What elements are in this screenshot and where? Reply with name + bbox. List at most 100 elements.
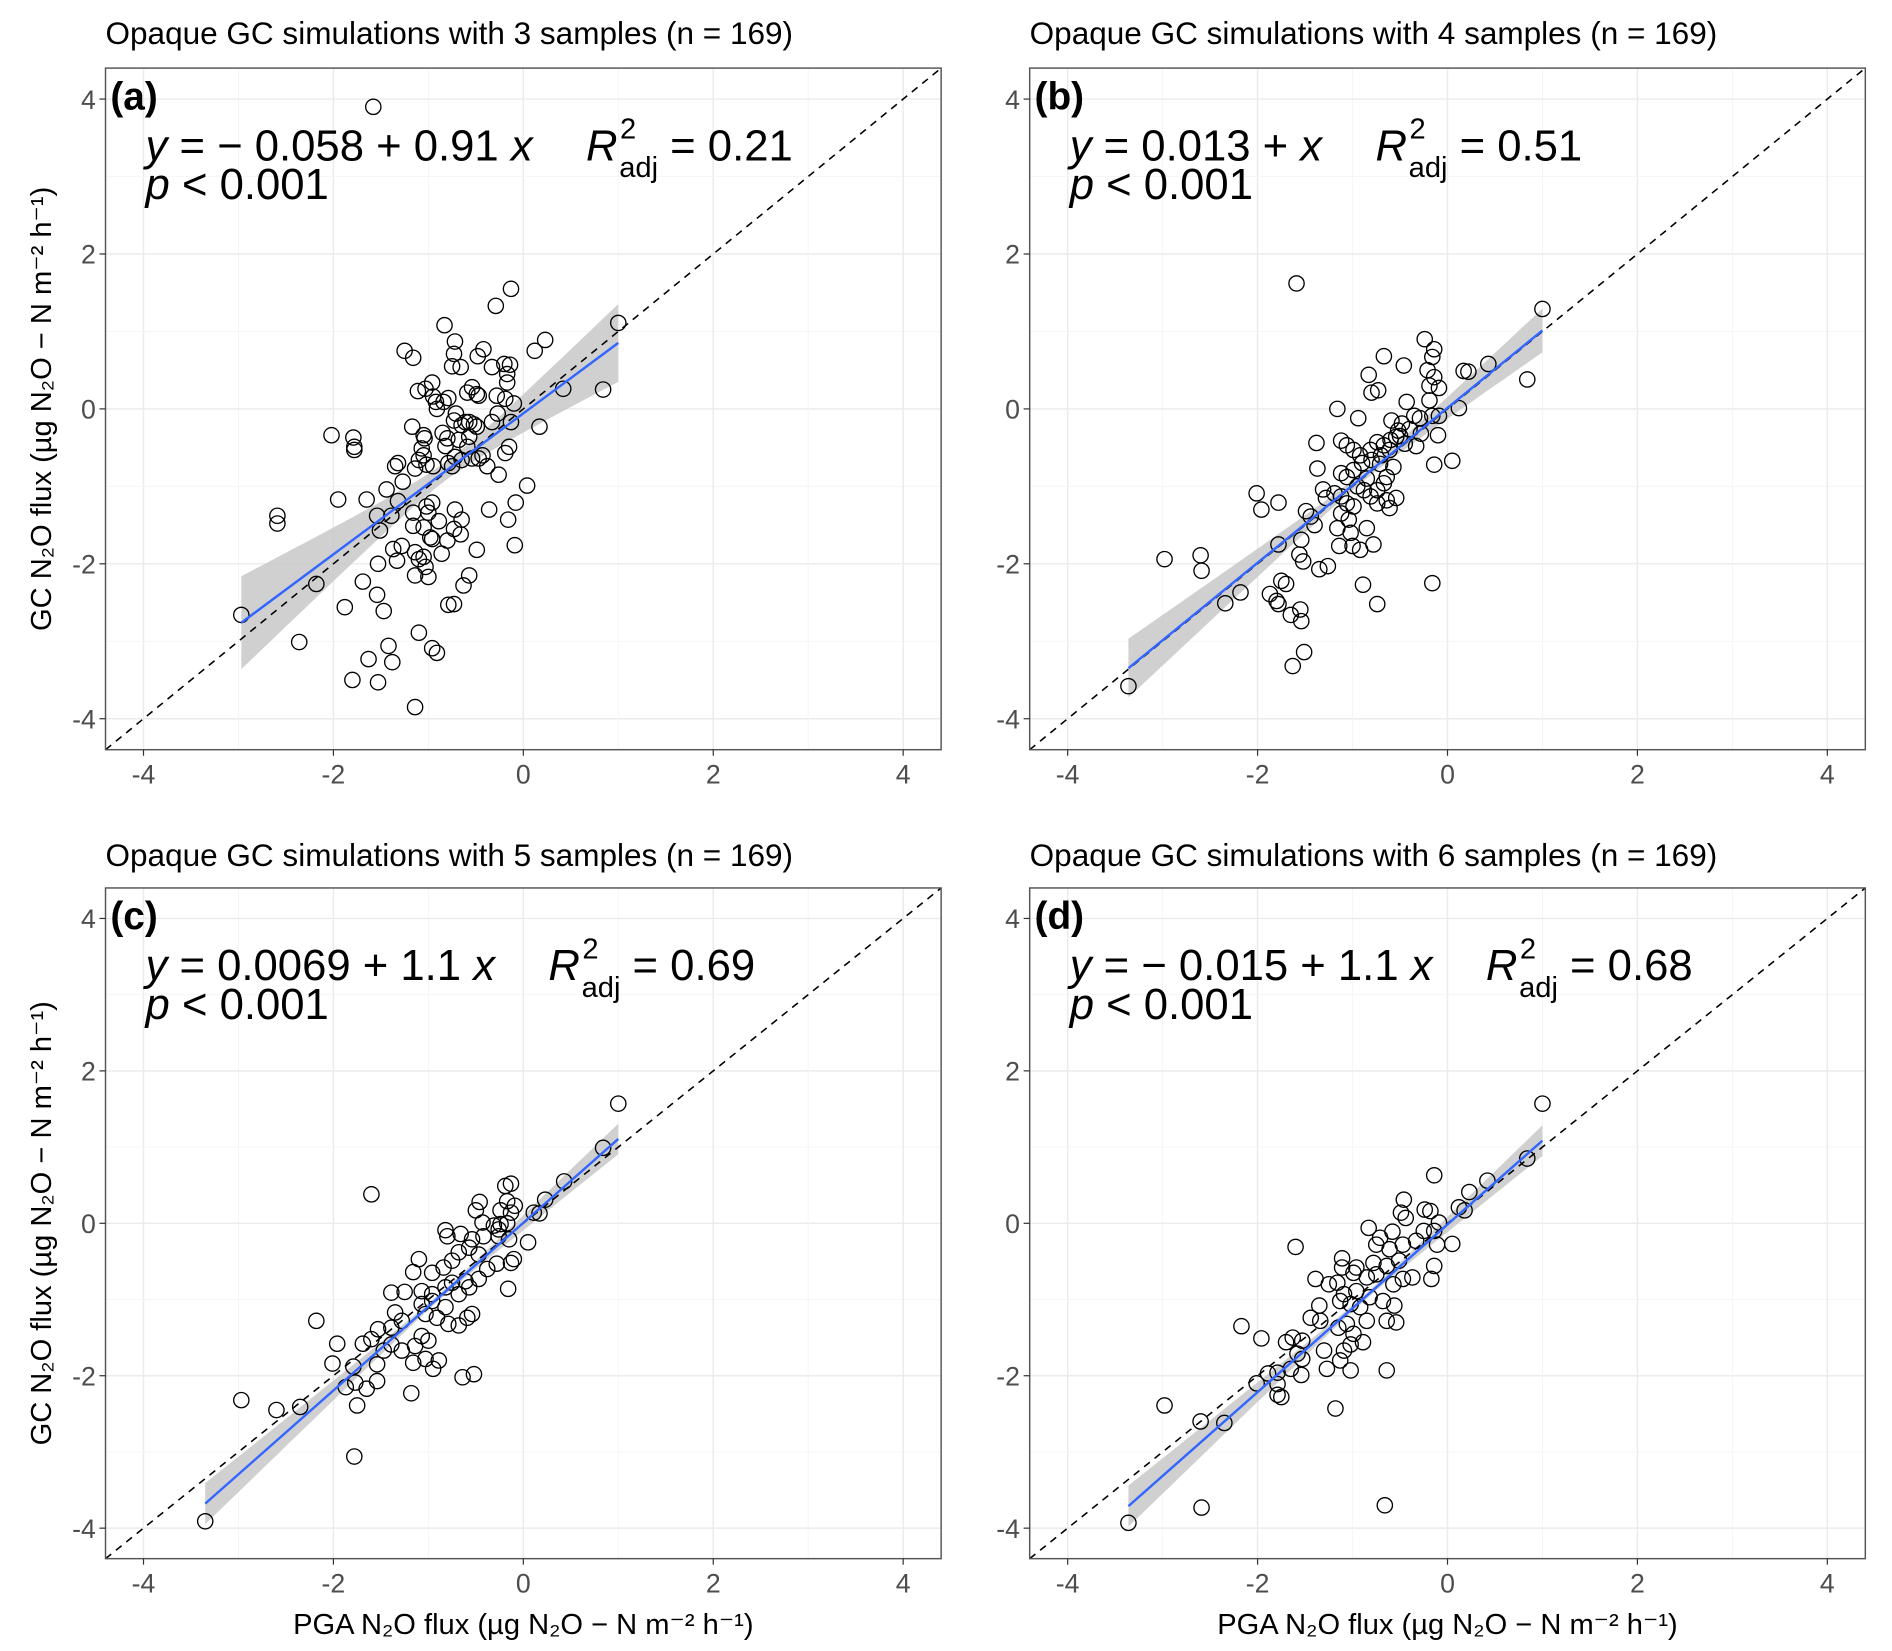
data-point xyxy=(1320,1275,1338,1293)
data-point xyxy=(501,356,519,374)
data-point xyxy=(1287,1238,1304,1256)
data-point xyxy=(433,545,450,563)
data-point xyxy=(336,598,354,616)
data-point xyxy=(437,1279,454,1296)
data-point xyxy=(1378,1362,1396,1379)
eq-coefficients: = − 0.058 + 0.91 xyxy=(167,121,510,170)
data-point xyxy=(439,1227,456,1245)
data-point xyxy=(443,357,461,375)
data-point xyxy=(1394,1270,1412,1288)
data-point xyxy=(1269,1386,1286,1404)
y-tick-label: 2 xyxy=(1005,1057,1020,1087)
data-point xyxy=(490,466,507,484)
data-point xyxy=(1416,330,1434,348)
data-point xyxy=(424,1360,442,1378)
data-point xyxy=(1345,1325,1362,1343)
data-point xyxy=(1273,1388,1290,1406)
data-point xyxy=(328,1335,346,1353)
data-point xyxy=(354,1335,372,1353)
data-point xyxy=(1424,574,1441,592)
data-point xyxy=(413,440,431,457)
x-axis-label: PGA N₂O flux (µg N₂O − N m⁻² h⁻¹) xyxy=(293,1609,753,1641)
data-point xyxy=(269,507,286,525)
data-point xyxy=(1277,575,1295,593)
data-point xyxy=(1232,584,1249,601)
eq-y-symbol: y xyxy=(143,121,171,170)
data-point xyxy=(474,1214,491,1231)
y-tick-label: 0 xyxy=(1005,1209,1020,1239)
p-value: < 0.001 xyxy=(170,160,329,209)
r2-symbol: R xyxy=(1375,121,1407,170)
x-tick-label: 0 xyxy=(516,760,531,790)
data-point xyxy=(437,1221,454,1239)
panel-c: -4 -4 -2 -2 0 0 2 2 4 4 Opaque GC simulations with… xyxy=(26,837,942,1641)
data-point xyxy=(1429,426,1447,444)
data-point xyxy=(443,457,461,475)
data-point xyxy=(384,540,402,558)
data-point xyxy=(386,457,404,475)
data-point xyxy=(389,454,407,472)
data-point xyxy=(329,491,347,508)
eq-x-symbol: x xyxy=(509,121,535,170)
data-point xyxy=(498,365,516,383)
regression-line xyxy=(1127,329,1544,670)
data-point xyxy=(1282,606,1300,624)
data-point xyxy=(1319,557,1337,575)
data-point xyxy=(1518,371,1536,388)
data-point xyxy=(388,552,406,570)
data-point xyxy=(404,517,422,535)
x-tick-label: 4 xyxy=(896,760,911,790)
x-tick-label: -2 xyxy=(322,760,346,790)
data-point xyxy=(1327,1400,1344,1417)
panel-b: -4 -4 -2 -2 0 0 2 2 4 4 Opaque GC simulations with… xyxy=(996,15,1867,790)
data-point xyxy=(415,548,432,566)
data-point xyxy=(443,1252,461,1269)
data-point xyxy=(430,1352,448,1369)
y-tick-label: -2 xyxy=(72,1361,96,1391)
data-point xyxy=(1360,366,1377,384)
data-point xyxy=(474,447,491,464)
data-point xyxy=(1424,407,1441,425)
data-point xyxy=(406,1337,424,1355)
data-point xyxy=(496,390,514,408)
data-point xyxy=(345,1448,363,1465)
data-point xyxy=(1349,409,1367,427)
data-point xyxy=(1354,576,1372,594)
data-point xyxy=(454,1368,471,1386)
data-point xyxy=(505,395,523,412)
data-point xyxy=(440,596,457,614)
panel-a: -4 -4 -2 -2 0 0 2 2 4 4 Opaque GC simulations with… xyxy=(26,15,942,790)
data-point xyxy=(308,1312,325,1330)
data-point xyxy=(492,1202,509,1219)
data-point xyxy=(423,374,441,391)
data-point xyxy=(420,504,437,521)
data-point xyxy=(502,1204,520,1221)
data-point xyxy=(499,511,517,528)
data-point xyxy=(1248,485,1265,502)
data-point xyxy=(1156,1397,1173,1414)
confidence-band xyxy=(241,303,619,670)
data-point xyxy=(496,355,513,373)
data-point xyxy=(1311,1312,1329,1330)
data-point xyxy=(594,1139,612,1157)
data-point xyxy=(1456,1202,1473,1219)
data-point xyxy=(364,98,382,116)
r2-symbol: R xyxy=(586,121,618,170)
r2-subscript: adj xyxy=(1409,152,1448,184)
data-point xyxy=(463,1231,481,1248)
data-point xyxy=(1368,495,1386,512)
panel-letter: (a) xyxy=(110,75,157,118)
plot-area xyxy=(105,68,942,750)
data-point xyxy=(1340,511,1358,528)
data-point xyxy=(519,1234,537,1251)
data-point xyxy=(1318,1360,1336,1378)
data-point xyxy=(345,441,363,459)
data-point xyxy=(1363,384,1380,401)
r2-value: = 0.21 xyxy=(658,121,793,170)
data-point xyxy=(518,477,536,494)
data-point xyxy=(1332,432,1350,449)
data-point xyxy=(445,595,463,613)
y-tick-label: -4 xyxy=(72,1514,96,1544)
data-point xyxy=(1360,1219,1377,1237)
data-point xyxy=(1412,425,1430,442)
